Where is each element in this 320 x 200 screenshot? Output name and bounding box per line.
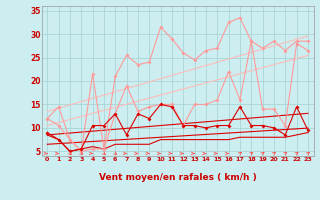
- X-axis label: Vent moyen/en rafales ( km/h ): Vent moyen/en rafales ( km/h ): [99, 173, 256, 182]
